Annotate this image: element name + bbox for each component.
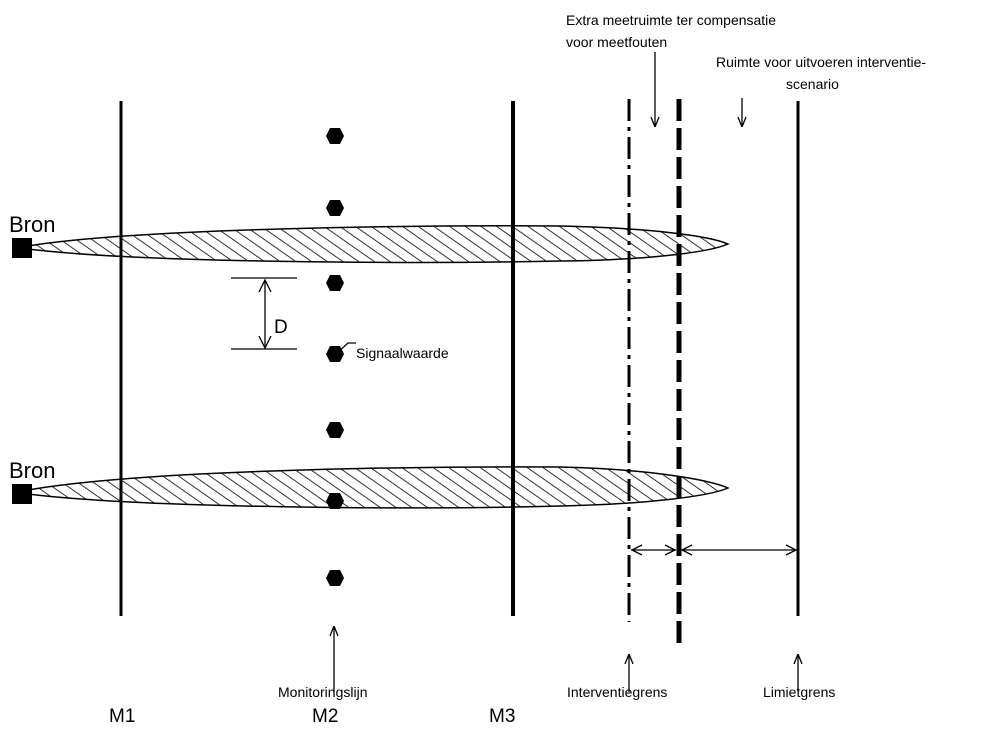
intervention-space-label-line1: Ruimte voor uitvoeren interventie- [716,54,926,70]
monitoring-wells-m2 [326,128,344,586]
m1-label: M1 [109,706,135,726]
width-arrowhead-left-b [664,544,677,556]
source-square-bottom [12,484,32,504]
monitoring-well [326,275,344,291]
intervention-space-label-line2: scenario [786,76,839,92]
dimension-arrow-up [258,278,272,293]
width-arrowhead-right-a [680,544,693,556]
plume-top [27,225,730,264]
plume-bottom [27,466,730,509]
limit-label: Limietgrens [763,684,835,700]
monitoring-well [326,128,344,144]
source-label-bottom: Bron [9,458,55,483]
dimension-arrow-down [258,335,272,350]
source-square-top [12,238,32,258]
distance-label: D [274,317,288,338]
monitoring-line-label: Monitoringslijn [278,684,367,700]
monitoring-well [326,422,344,438]
source-label-top: Bron [9,212,55,237]
width-arrowhead-left-a [630,544,643,556]
signal-value-leader [335,342,356,355]
monitoring-well [326,570,344,586]
extra-space-label-line2: voor meetfouten [566,34,667,50]
signal-value-label: Signaalwaarde [356,345,449,361]
m2-label: M2 [312,706,338,726]
monitoring-well [326,493,344,509]
width-arrowhead-right-b [785,544,798,556]
monitoring-well [326,200,344,216]
m3-label: M3 [489,706,515,726]
intervention-limit-label: Interventiegrens [567,684,667,700]
extra-space-label-line1: Extra meetruimte ter compensatie [566,12,776,28]
